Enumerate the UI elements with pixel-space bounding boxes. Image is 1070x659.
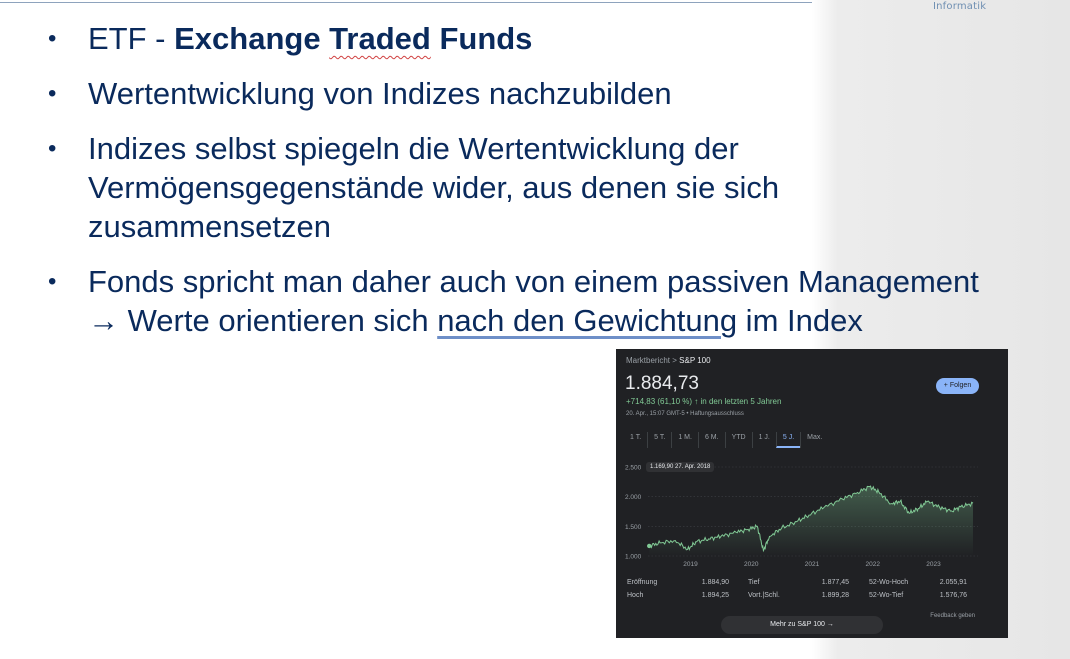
- etf-bold-traded: Traded: [329, 21, 431, 56]
- bullet-text-line3: zusammensetzen: [88, 209, 331, 244]
- etf-plain: ETF -: [88, 21, 175, 56]
- bullet-text: Wertentwicklung von Indizes nachzubilden: [88, 76, 672, 111]
- x-tick-label: 2023: [926, 561, 941, 568]
- y-tick-label: 2.000: [625, 494, 642, 501]
- range-tab[interactable]: 1 M.: [671, 432, 698, 448]
- breadcrumb-parent[interactable]: Marktbericht >: [626, 356, 680, 365]
- trailing-text: im Index: [737, 303, 863, 338]
- stat-value: 1.576,76: [939, 592, 967, 599]
- change-period: ↑ in den letzten 5 Jahren: [694, 397, 782, 406]
- series-area: [649, 486, 973, 556]
- x-tick-label: 2020: [744, 561, 759, 568]
- index-price: 1.884,73: [625, 373, 699, 394]
- y-tick-label: 1.500: [625, 524, 642, 531]
- y-tick-label: 1.000: [625, 554, 642, 561]
- etf-bold-funds: Funds: [430, 21, 533, 56]
- header-rule: [0, 2, 930, 3]
- stat-label: Tief: [748, 579, 760, 586]
- series-start-point: [647, 543, 652, 549]
- bullet-dot: •: [48, 268, 57, 295]
- range-tab[interactable]: Max.: [800, 432, 828, 448]
- stat-value: 1.894,25: [701, 592, 729, 599]
- stat-value: 1.899,28: [821, 592, 849, 599]
- brand-label: Informatik: [933, 1, 987, 12]
- stat-label: 52-Wo-Tief: [869, 592, 904, 599]
- range-tab[interactable]: 5 T.: [647, 432, 671, 448]
- change-value: +714,83 (61,10 %): [626, 397, 693, 406]
- stat-label: Vort.|Schl.: [748, 592, 780, 599]
- range-tab[interactable]: 5 J.: [775, 432, 801, 448]
- range-tab[interactable]: YTD: [724, 432, 752, 448]
- x-tick-label: 2021: [805, 561, 820, 568]
- chart-tooltip: 1.169,90 27. Apr. 2018: [646, 462, 715, 472]
- stat-value: 2.055,91: [939, 579, 967, 586]
- x-tick-label: 2022: [866, 561, 881, 568]
- stock-widget-screenshot: Marktbericht > S&P 100 1.884,73 +714,83 …: [616, 349, 1008, 638]
- series-line: [648, 485, 974, 553]
- follow-button[interactable]: + Folgen: [936, 378, 979, 394]
- line-chart: 2.500 2.000 1.500 1.000 2019 2020 2021 2022 2023: [625, 465, 978, 568]
- timestamp: 20. Apr., 15:07 GMT-5 • Haftungsausschlu…: [626, 411, 744, 417]
- stat-label: 52-Wo-Hoch: [869, 579, 909, 586]
- range-tab[interactable]: 1 J.: [751, 432, 776, 448]
- bullet-text-line1: Indizes selbst spiegeln die Wertentwickl…: [88, 131, 739, 166]
- bullet-dot: •: [48, 80, 57, 107]
- range-tabs: 1 T. 5 T. 1 M. 6 M. YTD 1 J. 5 J. Max.: [624, 432, 828, 448]
- y-tick-label: 2.500: [625, 465, 642, 472]
- bullet-dot: •: [48, 135, 57, 162]
- bullet-text-line2: → Werte orientieren sich nach den Gewich…: [88, 301, 863, 340]
- breadcrumb: Marktbericht > S&P 100: [626, 356, 711, 365]
- stat-value: 1.884,90: [701, 579, 729, 586]
- stat-label: Eröffnung: [627, 579, 658, 586]
- etf-bold-exchange: Exchange: [174, 21, 330, 56]
- bullet-dot: •: [48, 25, 57, 52]
- feedback-link[interactable]: Feedback geben: [930, 613, 975, 619]
- range-tab[interactable]: 6 M.: [697, 432, 725, 448]
- stat-value: 1.877,45: [821, 579, 849, 586]
- price-change: +714,83 (61,10 %) ↑ in den letzten 5 Jah…: [626, 397, 781, 406]
- bullet-text-line1: Fonds spricht man daher auch von einem p…: [88, 264, 979, 299]
- underlined-text: nach den Gewichtung: [437, 303, 738, 338]
- bullet-text-etf: ETF - Exchange Traded Funds: [88, 19, 532, 58]
- range-tab[interactable]: 1 T.: [630, 434, 642, 441]
- breadcrumb-current: S&P 100: [679, 356, 711, 365]
- more-button[interactable]: Mehr zu S&P 100 →: [721, 616, 883, 634]
- arrow-text: → Werte orientieren sich: [88, 303, 438, 338]
- x-tick-label: 2019: [683, 561, 698, 568]
- stat-label: Hoch: [627, 592, 644, 599]
- bullet-text-line2: Vermögensgegenstände wider, aus denen si…: [88, 170, 780, 205]
